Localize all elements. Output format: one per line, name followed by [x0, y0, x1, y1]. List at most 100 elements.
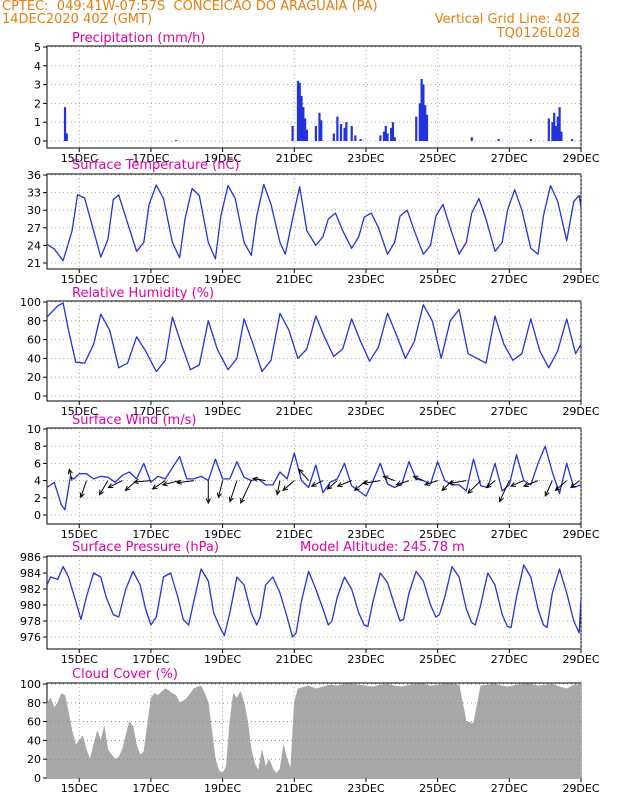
x-tick-label: 23DEC: [347, 653, 384, 666]
precip-bar: [415, 116, 418, 141]
y-tick-label: 2: [34, 492, 41, 505]
wind-arrow: [570, 480, 580, 488]
x-tick-label: 23DEC: [347, 405, 384, 418]
wind-arrow-head: [382, 475, 389, 481]
y-tick-label: 980: [20, 599, 41, 612]
wind-arrow-head: [353, 485, 360, 492]
x-tick-label: 25DEC: [419, 528, 456, 541]
precip-bar: [553, 112, 556, 141]
panel-title: Surface Temperature (nC): [72, 158, 240, 173]
precip-bar: [304, 118, 307, 141]
wind-arrow: [523, 480, 539, 487]
y-tick-label: 2: [34, 97, 41, 110]
x-tick-label: 15DEC: [61, 782, 98, 795]
wind-arrow: [276, 480, 281, 495]
x-tick-label: 19DEC: [204, 152, 241, 165]
precip-bar: [529, 139, 533, 141]
x-tick-label: 29DEC: [562, 152, 599, 165]
wind-arrow: [311, 480, 324, 487]
x-tick-label: 25DEC: [419, 653, 456, 666]
precip-bar: [302, 107, 305, 141]
cloud-cover-area: [46, 683, 582, 779]
precip-bar: [343, 127, 346, 141]
wind-arrow-head: [485, 482, 492, 489]
wind-arrow: [413, 475, 424, 482]
wind-arrow-head: [67, 468, 73, 475]
wind-arrow: [327, 480, 338, 490]
wind-arrow: [449, 480, 467, 484]
precip-bar: [497, 139, 500, 141]
y-tick-label: 60: [27, 716, 41, 729]
wind-arrow: [80, 480, 87, 498]
wind-arrow: [298, 469, 310, 481]
wind-arrow-head: [554, 485, 561, 492]
y-tick-label: 976: [20, 631, 41, 644]
panel-frame: [46, 45, 582, 149]
precip-bar: [560, 131, 563, 141]
x-tick-label: 19DEC: [204, 653, 241, 666]
wind-arrow-head: [79, 492, 85, 499]
x-tick-label: 27DEC: [491, 782, 528, 795]
precip-bar: [558, 107, 561, 141]
y-tick-label: 982: [20, 583, 41, 596]
y-tick-label: 0: [34, 772, 41, 785]
precip-bar: [332, 133, 335, 141]
wind-arrow: [499, 480, 510, 502]
x-tick-label: 23DEC: [347, 152, 384, 165]
panel-wind: 0 2 4 6 8 10 15DEC 17DEC 19DEC 21DEC 23DEC 25DEC 27D…: [27, 413, 600, 541]
y-tick-label: 100: [20, 678, 41, 691]
precip-bar: [298, 82, 301, 141]
wind-arrow-head: [412, 475, 419, 481]
y-tick-label: 40: [27, 352, 41, 365]
x-tick-label: 21DEC: [276, 273, 313, 286]
x-tick-label: 25DEC: [419, 273, 456, 286]
panel-rh: 0 20 40 60 80 100 15DEC 17DEC 19DEC 21DEC 23DEC 25D…: [20, 286, 600, 418]
precip-bar: [424, 105, 427, 141]
y-tick-label: 984: [20, 567, 41, 580]
x-tick-label: 19DEC: [204, 782, 241, 795]
precip-bar: [470, 137, 473, 141]
wind-arrow-head: [251, 476, 258, 482]
precip-bar: [379, 135, 382, 141]
y-tick-label: 27: [27, 222, 41, 235]
panel-temp: 21 24 27 30 33 36 15DEC 17DEC 19DEC 21DEC 23DEC 25D…: [27, 158, 600, 286]
wind-arrow-head: [522, 482, 530, 488]
wind-arrow: [217, 480, 224, 498]
wind-arrow-head: [151, 484, 158, 490]
precip-bar: [296, 80, 300, 141]
wind-arrow-head: [298, 468, 304, 475]
wind-arrow: [337, 480, 352, 487]
x-tick-label: 29DEC: [562, 273, 599, 286]
precip-bar: [554, 125, 558, 141]
wind-arrow-head: [228, 496, 234, 503]
precip-bar: [425, 114, 429, 141]
precip-bar: [336, 116, 339, 141]
model-id: TQ0126L028: [496, 26, 580, 41]
x-tick-label: 29DEC: [562, 405, 599, 418]
wind-arrow: [229, 480, 238, 502]
wind-arrow: [108, 480, 123, 489]
y-tick-label: 4: [34, 475, 41, 488]
wind-arrow-head: [216, 492, 222, 499]
panel-frame: [46, 427, 582, 525]
wind-arrow-head: [161, 481, 168, 487]
wind-arrow-head: [132, 479, 139, 485]
wind-arrow-head: [467, 488, 473, 495]
x-tick-label: 17DEC: [132, 653, 169, 666]
rh-line: [46, 302, 582, 373]
y-tick-label: 30: [27, 204, 41, 217]
precip-bar: [65, 133, 68, 141]
wind-arrow-head: [310, 481, 317, 487]
panel-frame: [46, 555, 582, 650]
x-tick-label: 17DEC: [132, 152, 169, 165]
precip-bar: [320, 120, 323, 141]
x-tick-label: 25DEC: [419, 782, 456, 795]
wind-arrow: [152, 480, 166, 490]
precip-bar: [305, 129, 309, 141]
precip-bar: [318, 112, 321, 141]
y-tick-label: 36: [27, 169, 41, 182]
y-tick-label: 80: [27, 315, 41, 328]
y-tick-label: 20: [27, 371, 41, 384]
